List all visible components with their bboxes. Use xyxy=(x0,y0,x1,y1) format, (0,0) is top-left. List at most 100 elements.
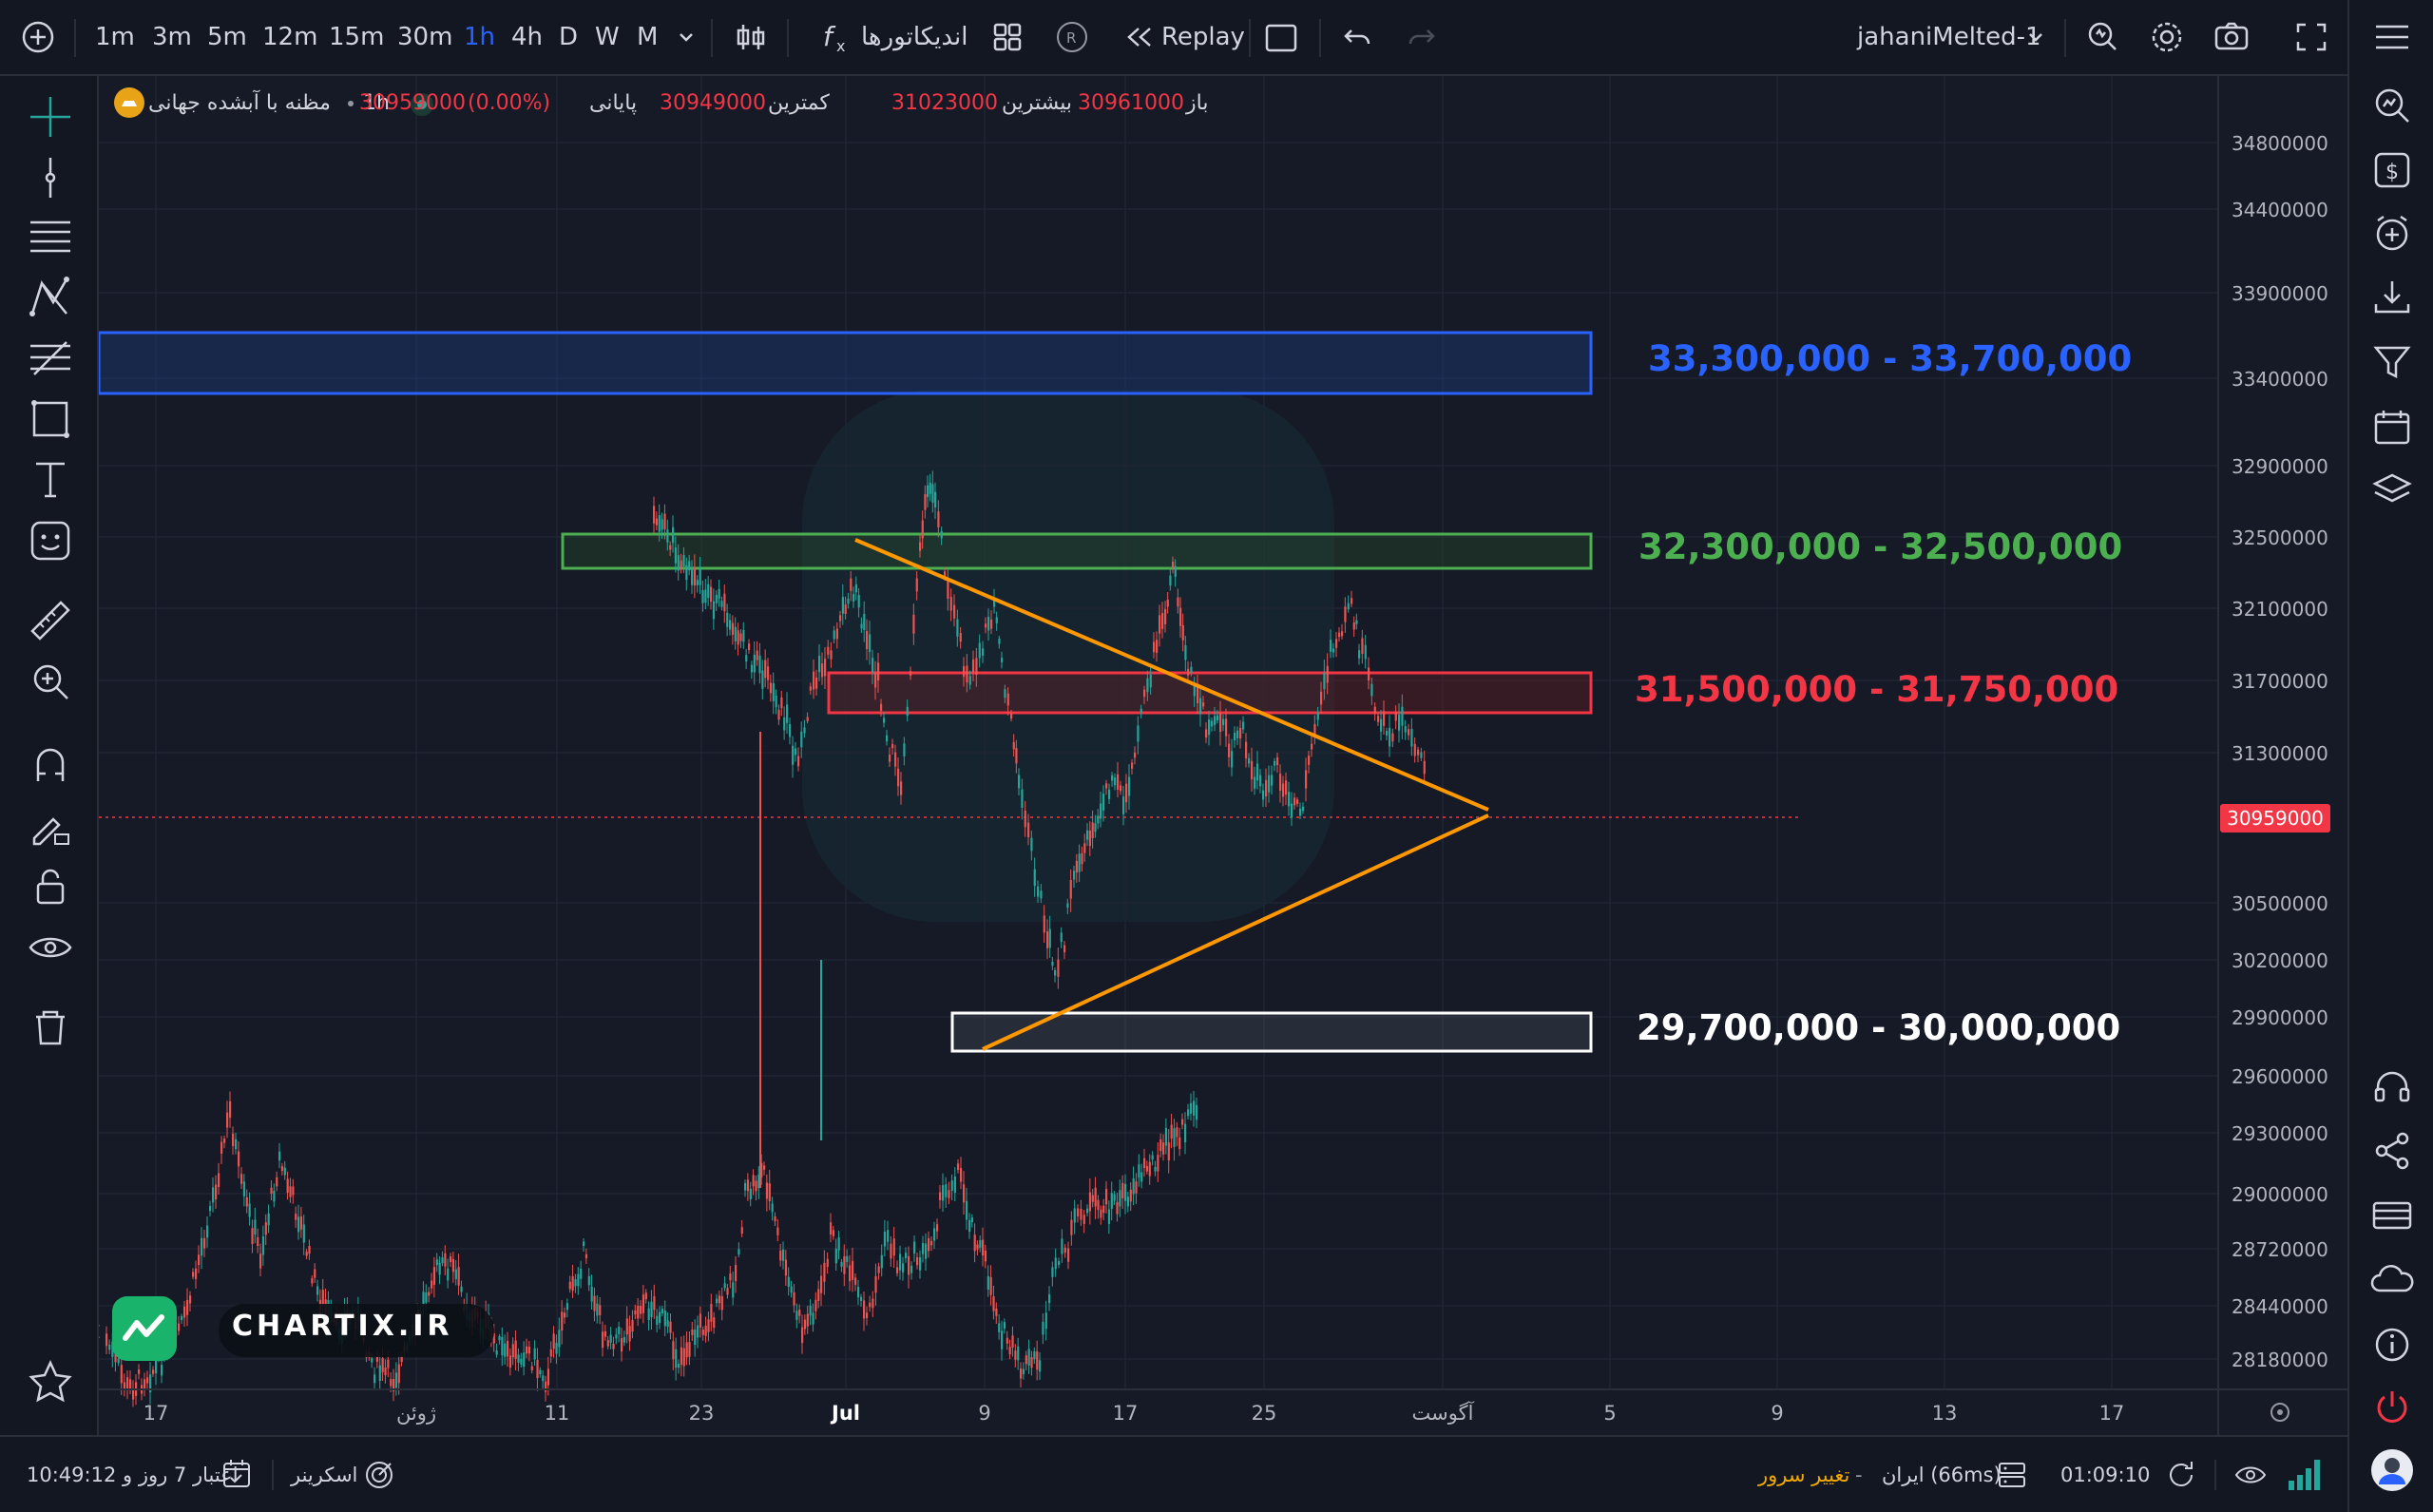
time-axis-label: 17 xyxy=(1113,1402,1139,1425)
signal-icon xyxy=(2285,1437,2323,1512)
timeframe-5m[interactable]: 5m xyxy=(207,23,247,51)
eye-icon[interactable] xyxy=(2233,1437,2268,1512)
legend-open-label: باز xyxy=(1186,91,1209,115)
pattern-icon[interactable] xyxy=(25,272,76,323)
pencil-lock-icon[interactable] xyxy=(25,800,76,852)
timeframe-w[interactable]: W xyxy=(595,23,620,51)
power-icon[interactable] xyxy=(2366,1382,2418,1433)
timeframe-d[interactable]: D xyxy=(559,23,579,51)
chart-canvas[interactable]: 34800000 34400000 33900000 33400000 32900000… xyxy=(99,76,2347,1435)
support-icon[interactable] xyxy=(2366,1062,2418,1114)
zone-label-green: 32,300,000 - 32,500,000 xyxy=(1638,526,2123,567)
price-axis-label: 32100000 xyxy=(2232,598,2328,621)
time-axis-label: 17 xyxy=(144,1402,169,1425)
timeframe-1m[interactable]: 1m xyxy=(95,23,135,51)
timeframe-1h[interactable]: 1h xyxy=(464,23,496,51)
text-icon[interactable] xyxy=(25,454,76,506)
info-icon[interactable] xyxy=(2366,1319,2418,1370)
cloud-icon[interactable] xyxy=(2366,1254,2418,1306)
timeframe-4h[interactable]: 4h xyxy=(511,23,544,51)
shapes-icon[interactable] xyxy=(25,393,76,445)
avatar[interactable] xyxy=(2366,1445,2418,1496)
dollar-icon[interactable]: $ xyxy=(2366,144,2418,196)
add-alert-icon[interactable] xyxy=(2366,207,2418,258)
layout-name[interactable]: jahaniMelted-1 xyxy=(1857,23,2041,51)
collapse-arrow-icon[interactable] xyxy=(99,1317,105,1346)
rectangle-icon[interactable] xyxy=(1264,0,1298,74)
price-axis[interactable]: 34800000 34400000 33900000 33400000 32900000… xyxy=(2232,132,2328,1371)
zone-green[interactable] xyxy=(561,532,1593,570)
time-axis-label: 9 xyxy=(1771,1402,1783,1425)
card-icon[interactable] xyxy=(2366,1190,2418,1241)
triangle-pattern[interactable] xyxy=(854,538,1489,1051)
price-axis-label: 33400000 xyxy=(2232,368,2328,391)
timeframe-m[interactable]: M xyxy=(637,23,659,51)
legend-change-value: (0.00%) xyxy=(468,91,551,115)
zone-white[interactable] xyxy=(950,1011,1593,1053)
crosshair-icon[interactable] xyxy=(25,91,76,143)
indicators-button[interactable]: اندیکاتورها xyxy=(861,23,968,51)
trash-icon[interactable] xyxy=(25,1002,76,1053)
price-axis-label: 30500000 xyxy=(2232,892,2328,915)
calendar-check-icon[interactable] xyxy=(220,1437,253,1512)
calendar-icon[interactable] xyxy=(2366,401,2418,452)
timeframe-30m[interactable]: 30m xyxy=(397,23,453,51)
timeframe-15m[interactable]: 15m xyxy=(329,23,385,51)
download-icon[interactable] xyxy=(2366,272,2418,323)
zone-blue[interactable] xyxy=(99,331,1593,395)
bar-style-icon[interactable] xyxy=(732,0,770,74)
server-info: ایران (66ms) xyxy=(1882,1464,2002,1486)
symbol-name[interactable]: مظنه با آبشده جهانی xyxy=(148,91,331,115)
zoom-icon[interactable] xyxy=(25,656,76,707)
r-icon[interactable]: R xyxy=(1055,0,1089,74)
ruler-icon[interactable] xyxy=(25,595,76,646)
timeframe-12m[interactable]: 12m xyxy=(262,23,318,51)
filter-icon[interactable] xyxy=(2366,336,2418,388)
eye-icon[interactable] xyxy=(25,922,76,973)
emoji-icon[interactable] xyxy=(25,515,76,566)
price-axis-label: 29300000 xyxy=(2232,1122,2328,1145)
watermark-logo xyxy=(802,390,1334,922)
layers-icon[interactable] xyxy=(2366,466,2418,517)
screener-icon[interactable] xyxy=(363,1437,395,1512)
time-axis-label: 11 xyxy=(545,1402,570,1425)
screener-button[interactable]: اسکرینر xyxy=(291,1464,358,1486)
trend-line-icon[interactable] xyxy=(25,152,76,203)
chart-pane[interactable]: 34800000 34400000 33900000 33400000 32900000… xyxy=(99,76,2347,1435)
chevron-down-icon[interactable] xyxy=(2024,0,2047,74)
time-axis-label: آگوست xyxy=(1412,1401,1475,1425)
grid xyxy=(99,76,2218,1389)
search-chart-icon[interactable] xyxy=(2366,80,2418,131)
chevron-down-icon[interactable] xyxy=(675,0,698,74)
server-change-link[interactable]: تغییر سرور xyxy=(1758,1464,1850,1486)
replay-button[interactable]: Replay xyxy=(1161,23,1245,51)
menu-icon[interactable] xyxy=(2366,11,2418,63)
axis-settings-icon[interactable] xyxy=(2270,1403,2289,1422)
redo-icon[interactable] xyxy=(1405,0,1439,74)
undo-icon[interactable] xyxy=(1340,0,1374,74)
star-icon[interactable] xyxy=(25,1355,76,1407)
replay-icon[interactable] xyxy=(1121,0,1156,74)
alert-icon[interactable] xyxy=(2083,0,2121,74)
horizontal-lines-icon[interactable] xyxy=(25,211,76,262)
toolbar-divider xyxy=(711,19,713,57)
server-icon[interactable] xyxy=(1996,1437,2028,1512)
lock-icon[interactable] xyxy=(25,861,76,912)
timeframe-3m[interactable]: 3m xyxy=(152,23,192,51)
fib-icon[interactable] xyxy=(25,333,76,384)
fullscreen-icon[interactable] xyxy=(2292,0,2330,74)
time-axis[interactable]: 17 ژوئن 11 23 Jul 9 17 25 آگوست 5 9 13 17 xyxy=(144,1401,2125,1425)
magnet-icon[interactable] xyxy=(25,739,76,791)
share-icon[interactable] xyxy=(2366,1125,2418,1177)
market-status-icon xyxy=(411,93,433,116)
refresh-icon[interactable] xyxy=(2165,1437,2197,1512)
camera-icon[interactable] xyxy=(2213,0,2251,74)
gear-icon[interactable] xyxy=(2148,0,2186,74)
svg-text:f: f xyxy=(823,21,836,52)
templates-grid-icon[interactable] xyxy=(988,0,1026,74)
add-symbol-icon[interactable] xyxy=(19,0,57,74)
toolbar-divider xyxy=(2064,19,2066,57)
legend-high-value: 31023000 xyxy=(891,91,998,115)
